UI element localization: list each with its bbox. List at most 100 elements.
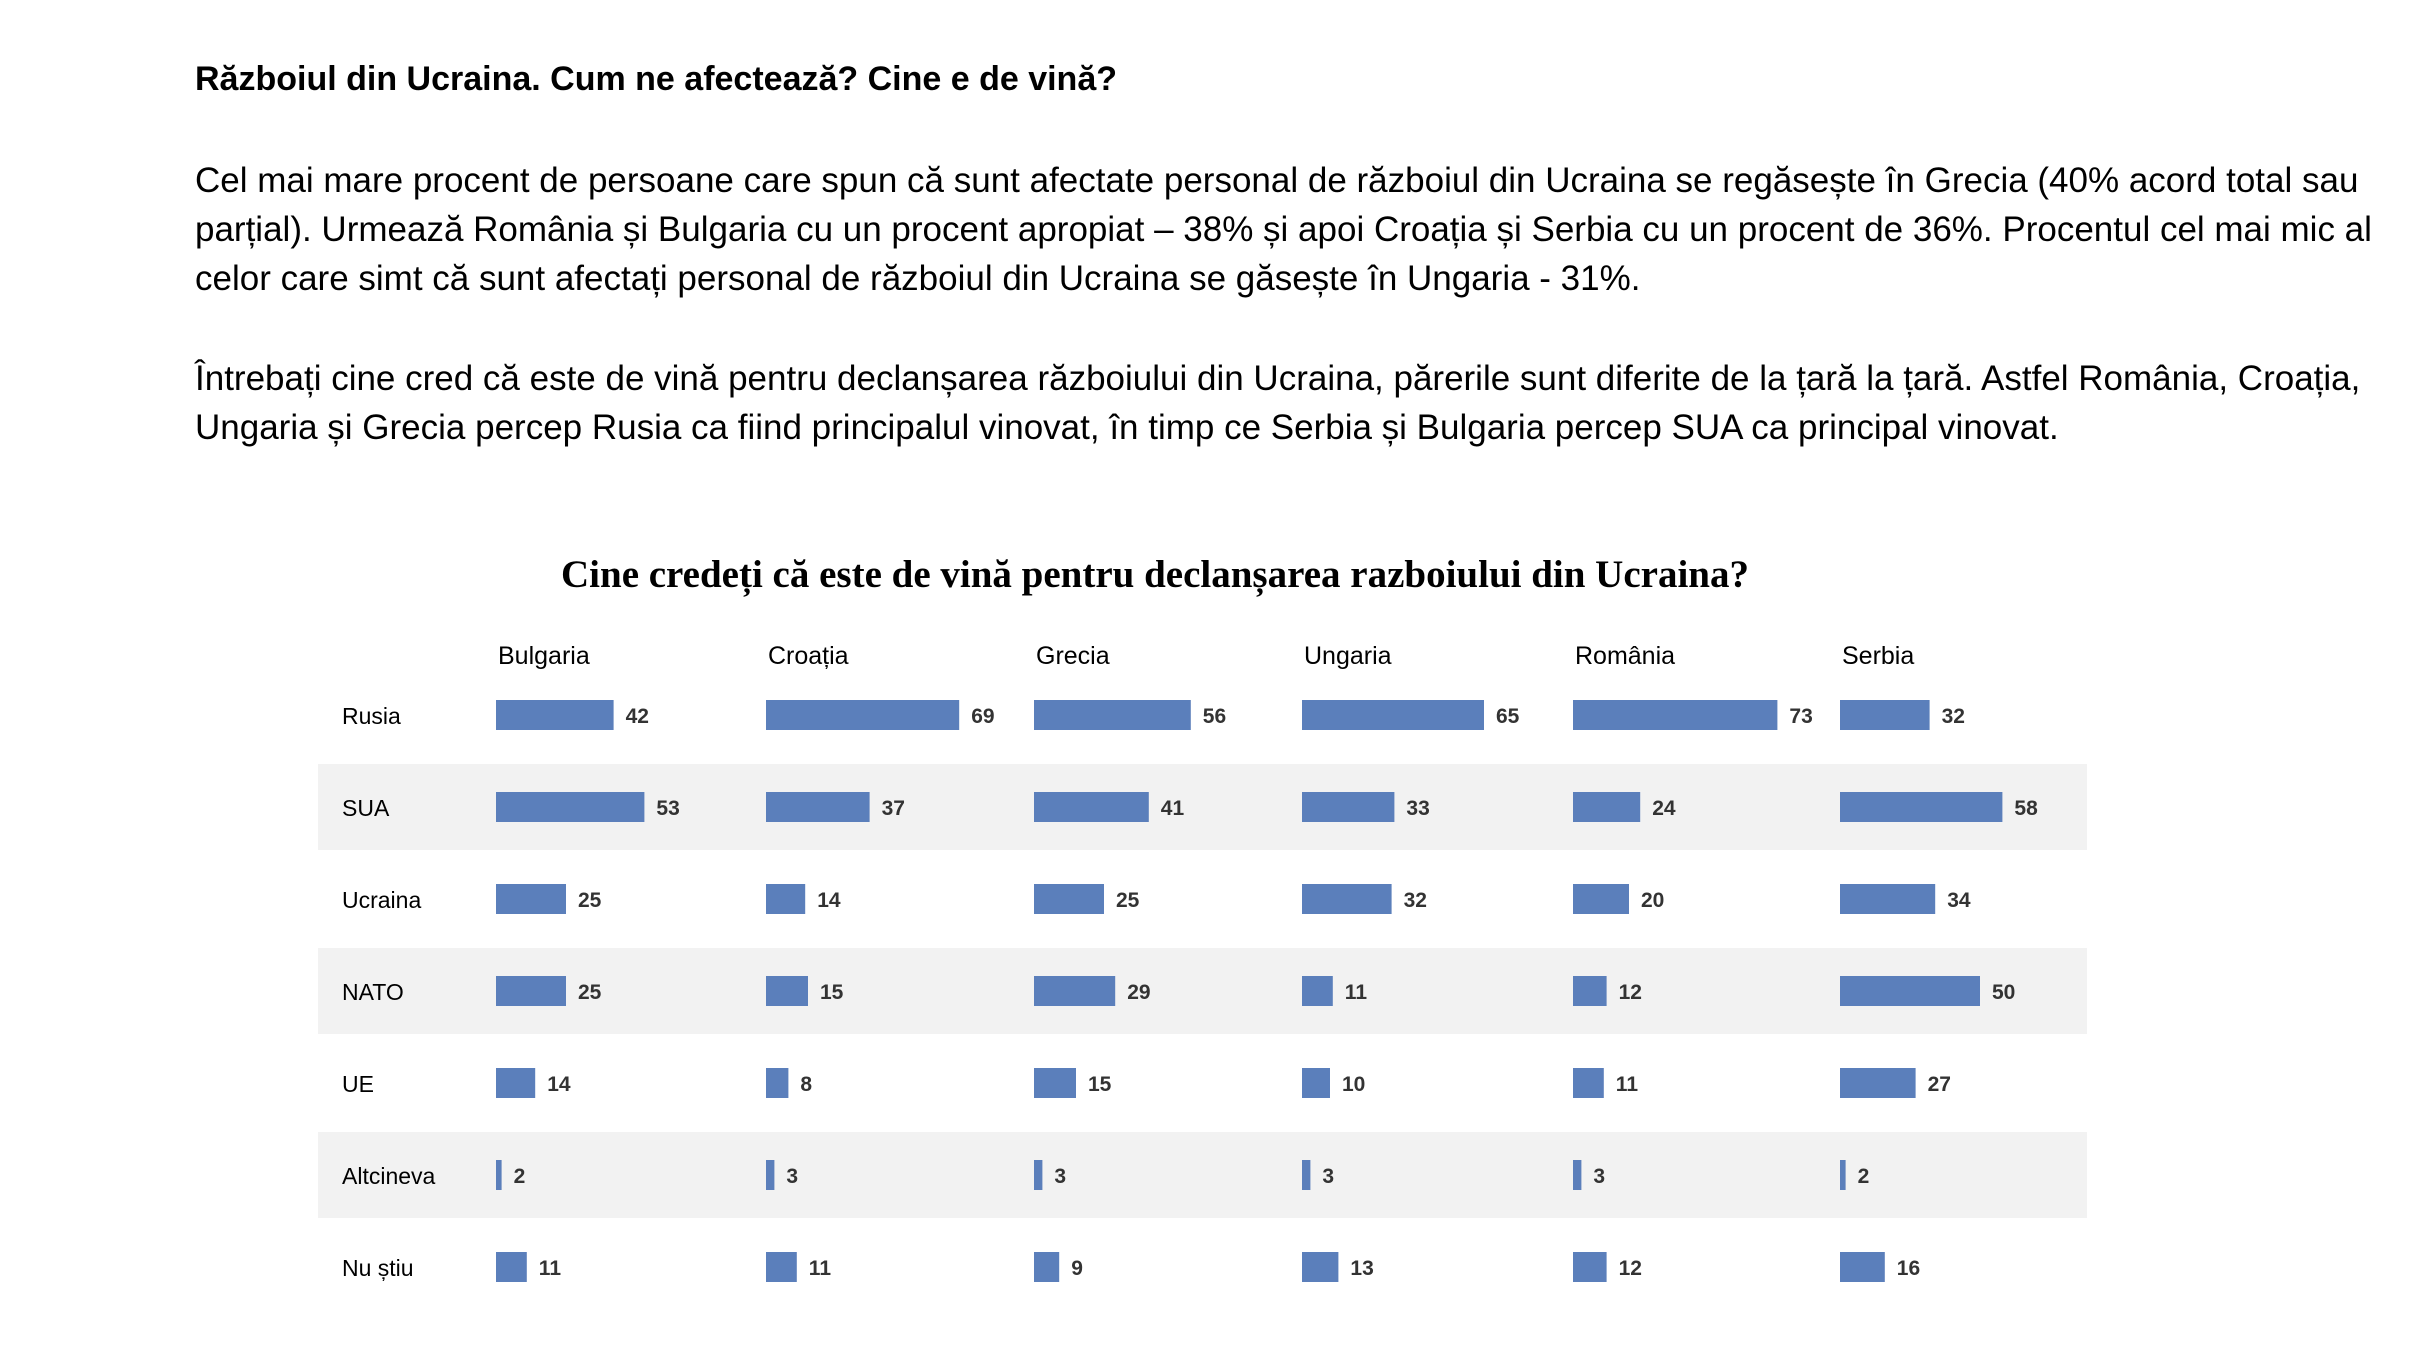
value-label-croatia-altcineva: 3 <box>786 1165 798 1188</box>
value-label-romania-nato: 12 <box>1619 981 1642 1004</box>
bar-romania-altcineva <box>1573 1160 1582 1190</box>
chart-title: Cine credeți că este de vină pentru decl… <box>561 553 1749 596</box>
value-label-grecia-rusia: 56 <box>1203 705 1226 728</box>
value-label-grecia-sua: 41 <box>1161 797 1185 820</box>
bar-grecia-rusia <box>1034 700 1191 730</box>
bar-croatia-nu-stiu <box>766 1252 797 1282</box>
bar-romania-nu-stiu <box>1573 1252 1607 1282</box>
bar-grecia-ucraina <box>1034 884 1104 914</box>
row-label-rusia: Rusia <box>342 703 401 729</box>
bar-bulgaria-rusia <box>496 700 614 730</box>
value-label-romania-sua: 24 <box>1652 797 1676 820</box>
value-label-ungaria-ue: 10 <box>1342 1073 1365 1096</box>
value-label-bulgaria-altcineva: 2 <box>514 1165 526 1188</box>
bar-ungaria-sua <box>1302 792 1395 822</box>
column-label-bulgaria: Bulgaria <box>498 642 590 670</box>
bar-croatia-nato <box>766 976 808 1006</box>
bar-croatia-rusia <box>766 700 960 730</box>
column-label-ungaria: Ungaria <box>1304 642 1392 670</box>
value-label-croatia-nu-stiu: 11 <box>809 1257 832 1280</box>
bar-bulgaria-nato <box>496 976 566 1006</box>
column-label-romania: România <box>1575 642 1675 670</box>
bar-croatia-ucraina <box>766 884 806 914</box>
value-label-serbia-altcineva: 2 <box>1858 1165 1870 1188</box>
bar-romania-nato <box>1573 976 1607 1006</box>
row-label-altcineva: Altcineva <box>342 1163 436 1189</box>
bar-grecia-sua <box>1034 792 1149 822</box>
bar-ungaria-ucraina <box>1302 884 1392 914</box>
row-label-nato: NATO <box>342 979 404 1005</box>
value-label-croatia-rusia: 69 <box>971 705 994 728</box>
value-label-ungaria-nu-stiu: 13 <box>1350 1257 1373 1280</box>
value-label-serbia-ucraina: 34 <box>1947 889 1971 912</box>
bar-serbia-ucraina <box>1840 884 1936 914</box>
row-label-nu-stiu: Nu știu <box>342 1255 414 1281</box>
column-label-serbia: Serbia <box>1842 642 1914 670</box>
value-label-bulgaria-nato: 25 <box>578 981 602 1004</box>
bar-romania-sua <box>1573 792 1641 822</box>
bar-ungaria-altcineva <box>1302 1160 1311 1190</box>
bar-croatia-ue <box>766 1068 789 1098</box>
row-label-ucraina: Ucraina <box>342 887 421 913</box>
document-heading: Războiul din Ucraina. Cum ne afectează? … <box>195 60 1118 98</box>
value-label-croatia-ucraina: 14 <box>817 889 841 912</box>
value-label-bulgaria-ucraina: 25 <box>578 889 602 912</box>
paragraph-blame: Întrebați cine cred că este de vină pent… <box>195 359 2361 447</box>
row-label-sua: SUA <box>342 795 390 821</box>
bar-croatia-sua <box>766 792 870 822</box>
bar-bulgaria-nu-stiu <box>496 1252 527 1282</box>
bar-grecia-nu-stiu <box>1034 1252 1060 1282</box>
value-label-romania-altcineva: 3 <box>1593 1165 1605 1188</box>
value-label-grecia-nato: 29 <box>1127 981 1150 1004</box>
value-label-bulgaria-nu-stiu: 11 <box>539 1257 562 1280</box>
value-label-bulgaria-ue: 14 <box>547 1073 571 1096</box>
value-label-grecia-ucraina: 25 <box>1116 889 1140 912</box>
paragraph-affected: Cel mai mare procent de persoane care sp… <box>195 161 2372 298</box>
bar-romania-ue <box>1573 1068 1604 1098</box>
value-label-romania-nu-stiu: 12 <box>1619 1257 1642 1280</box>
value-label-croatia-nato: 15 <box>820 981 844 1004</box>
bar-grecia-altcineva <box>1034 1160 1043 1190</box>
value-label-ungaria-rusia: 65 <box>1496 705 1520 728</box>
value-label-serbia-sua: 58 <box>2014 797 2038 820</box>
bar-romania-rusia <box>1573 700 1778 730</box>
value-label-romania-rusia: 73 <box>1789 705 1812 728</box>
bar-grecia-ue <box>1034 1068 1076 1098</box>
column-label-grecia: Grecia <box>1036 642 1110 670</box>
bar-serbia-rusia <box>1840 700 1930 730</box>
bar-serbia-sua <box>1840 792 2003 822</box>
value-label-serbia-rusia: 32 <box>1942 705 1965 728</box>
bar-serbia-ue <box>1840 1068 1916 1098</box>
bar-croatia-altcineva <box>766 1160 775 1190</box>
bar-grecia-nato <box>1034 976 1116 1006</box>
bar-bulgaria-ucraina <box>496 884 566 914</box>
row-band-nato <box>318 948 2087 1034</box>
bar-bulgaria-sua <box>496 792 645 822</box>
value-label-grecia-ue: 15 <box>1088 1073 1112 1096</box>
value-label-croatia-sua: 37 <box>882 797 905 820</box>
value-label-ungaria-nato: 11 <box>1345 981 1368 1004</box>
bar-serbia-nato <box>1840 976 1980 1006</box>
value-label-romania-ucraina: 20 <box>1641 889 1664 912</box>
value-label-ungaria-sua: 33 <box>1406 797 1429 820</box>
value-label-serbia-ue: 27 <box>1928 1073 1951 1096</box>
row-band-altcineva <box>318 1132 2087 1218</box>
value-label-grecia-altcineva: 3 <box>1054 1165 1066 1188</box>
bar-bulgaria-altcineva <box>496 1160 502 1190</box>
bar-ungaria-nato <box>1302 976 1333 1006</box>
bar-ungaria-nu-stiu <box>1302 1252 1339 1282</box>
bar-serbia-nu-stiu <box>1840 1252 1885 1282</box>
value-label-croatia-ue: 8 <box>800 1073 812 1096</box>
value-label-bulgaria-rusia: 42 <box>626 705 649 728</box>
value-label-bulgaria-sua: 53 <box>656 797 679 820</box>
bar-serbia-altcineva <box>1840 1160 1846 1190</box>
row-label-ue: UE <box>342 1071 374 1097</box>
bar-bulgaria-ue <box>496 1068 536 1098</box>
value-label-serbia-nu-stiu: 16 <box>1897 1257 1920 1280</box>
bar-ungaria-ue <box>1302 1068 1330 1098</box>
value-label-serbia-nato: 50 <box>1992 981 2015 1004</box>
bar-ungaria-rusia <box>1302 700 1484 730</box>
bar-romania-ucraina <box>1573 884 1629 914</box>
column-label-croatia: Croația <box>768 642 849 670</box>
